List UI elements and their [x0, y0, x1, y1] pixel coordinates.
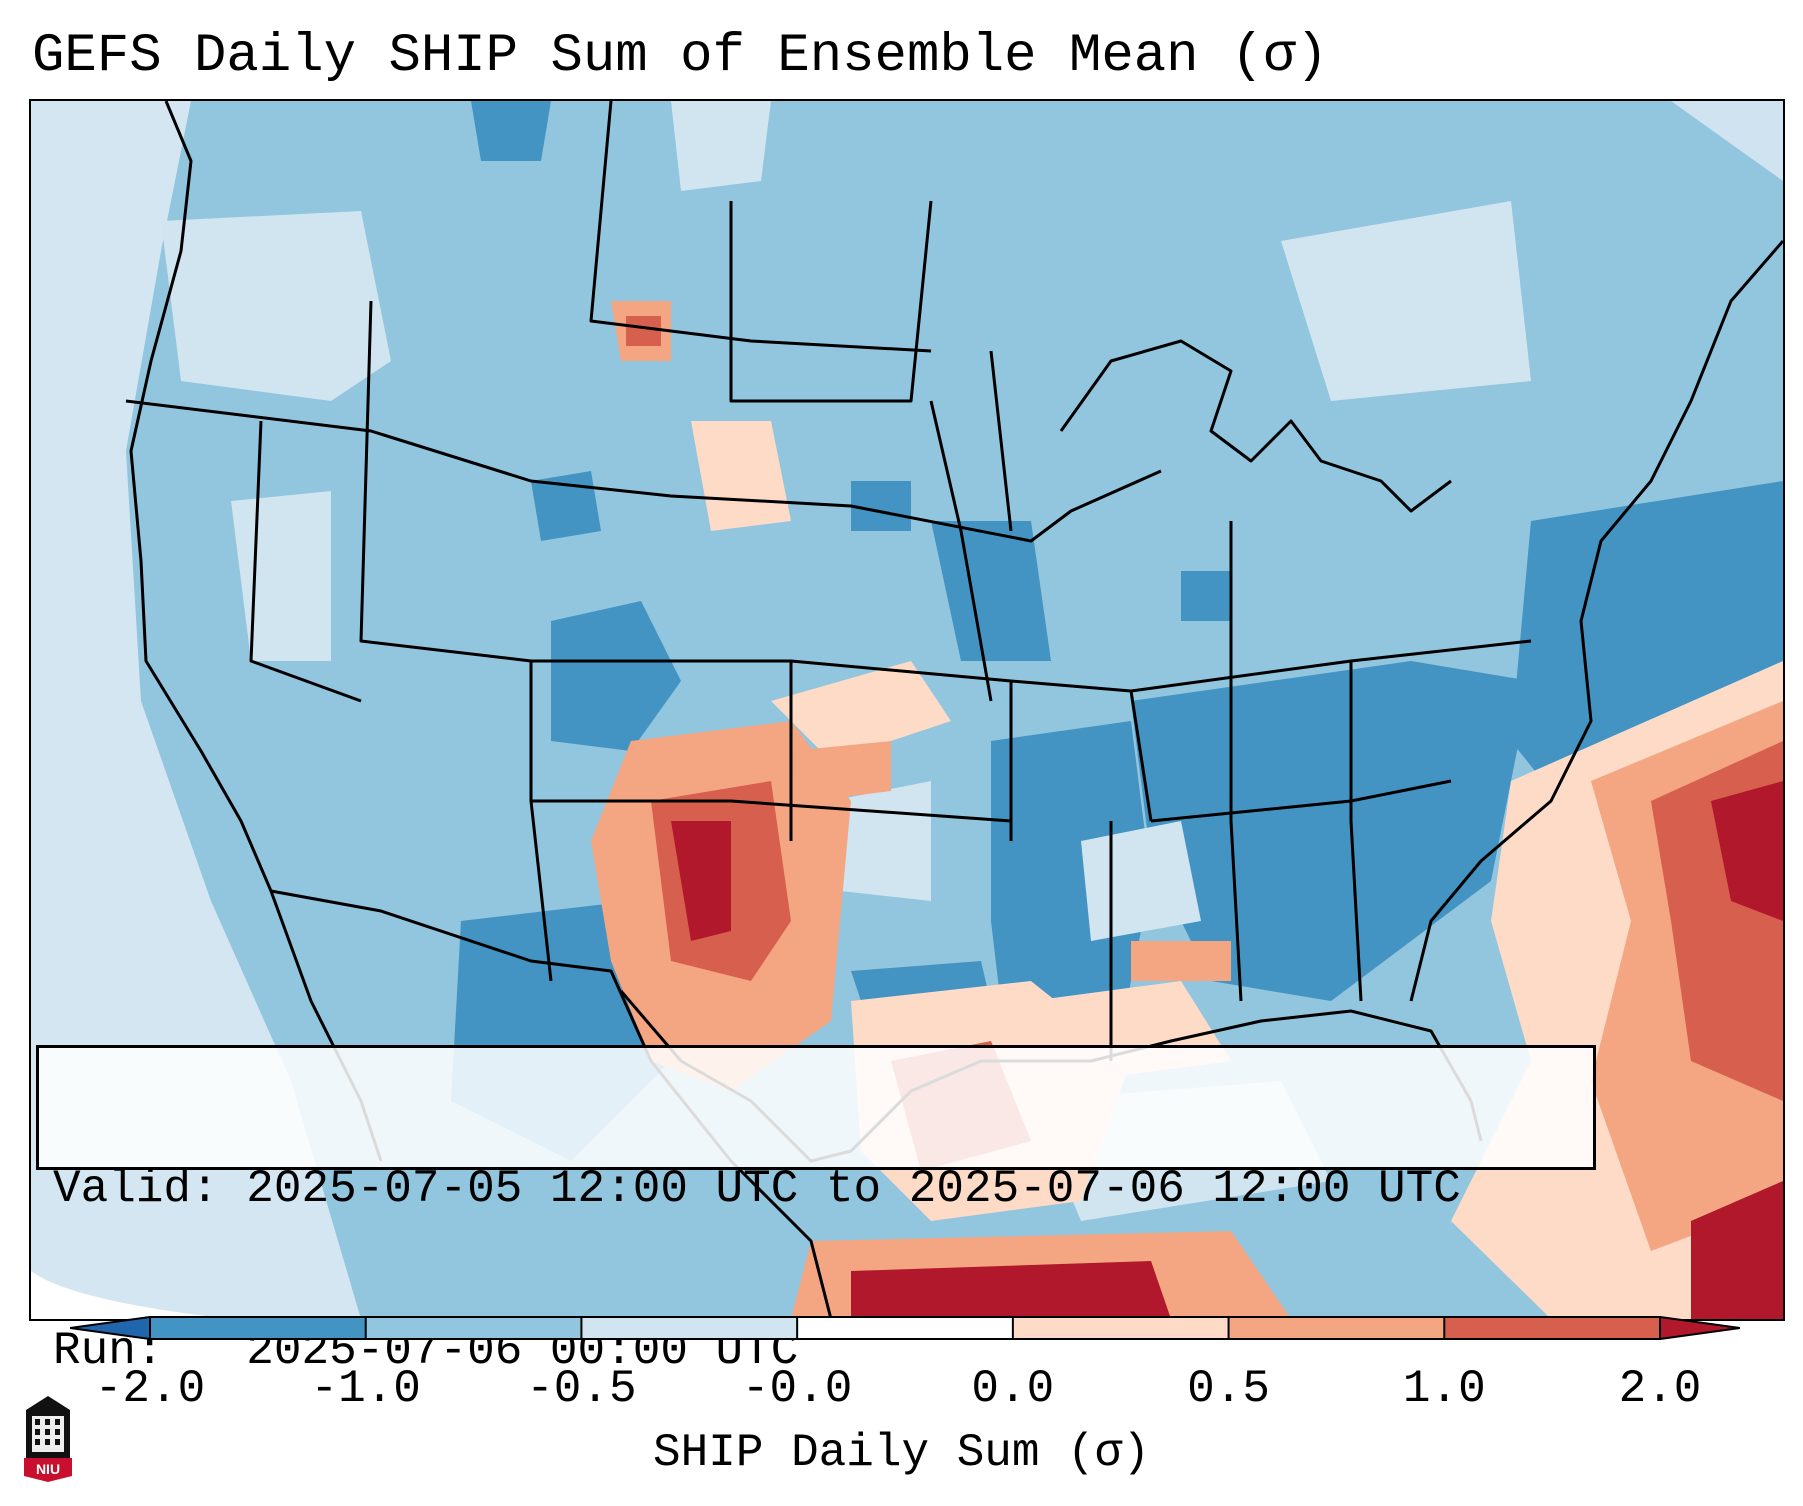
logo-text: NIU — [36, 1461, 60, 1477]
colorbar-tick-label: 1.0 — [1402, 1363, 1486, 1415]
chart-title: GEFS Daily SHIP Sum of Ensemble Mean (σ) — [32, 26, 1329, 87]
colorbar-segment — [1444, 1317, 1661, 1339]
university-building-icon — [24, 1396, 72, 1482]
atlantic-coast-line — [1409, 240, 1783, 1002]
colorbar-tick-label: 0.5 — [1187, 1363, 1270, 1415]
colorbar-tick-label: -1.0 — [310, 1363, 421, 1415]
colorbar-segment — [581, 1317, 798, 1339]
valid-label: Valid: — [53, 1163, 219, 1215]
colorbar-segment — [1012, 1317, 1230, 1339]
colorbar-label: SHIP Daily Sum (σ) — [653, 1427, 1150, 1479]
valid-value: 2025-07-05 12:00 UTC to 2025-07-06 12:00… — [246, 1163, 1461, 1215]
valid-run-info-box: Valid: 2025-07-05 12:00 UTC to 2025-07-0… — [36, 1045, 1596, 1377]
colorbar-tick-label: -2.0 — [94, 1363, 206, 1415]
colorbar-under-outline — [70, 1316, 151, 1340]
canada-border-line — [125, 399, 1162, 543]
state-line-3 — [531, 799, 1012, 823]
colorbar-segment — [1228, 1317, 1445, 1339]
west-coast-line — [129, 101, 383, 1162]
state-line-10 — [249, 420, 362, 703]
colorbar-segments — [150, 1317, 1661, 1339]
niu-logo: NIU — [24, 1396, 72, 1482]
colorbar-over-triangle — [1660, 1317, 1740, 1339]
colorbar-segment — [150, 1317, 367, 1339]
state-line-15 — [989, 350, 1013, 532]
state-line-11 — [1229, 521, 1243, 1002]
boundaries — [125, 101, 1783, 1319]
state-line-12 — [1349, 661, 1363, 1002]
great-lakes-line — [1059, 339, 1452, 513]
colorbar-tick-label: -0.0 — [741, 1363, 853, 1415]
state-line-14 — [589, 101, 932, 353]
projection-edge — [31, 1271, 231, 1319]
valid-line: Valid: 2025-07-05 12:00 UTC to 2025-07-0… — [53, 1162, 1579, 1216]
colorbar-segment — [365, 1317, 582, 1339]
pacific-region — [31, 101, 361, 1319]
state-line-9 — [929, 400, 993, 702]
colorbar-over-outline — [1659, 1316, 1740, 1340]
state-line-8 — [729, 200, 933, 403]
colorbar-tick-label: 0.0 — [971, 1363, 1055, 1415]
colorbar-tick-label: 2.0 — [1618, 1363, 1702, 1415]
colorbar-ticks — [149, 1317, 1661, 1339]
colorbar-under-triangle — [70, 1317, 150, 1339]
colorbar — [70, 1316, 1740, 1340]
mexico-border-line — [270, 889, 833, 1319]
colorbar-tick-label: -0.5 — [526, 1363, 637, 1415]
colorbar-segment — [797, 1317, 1014, 1339]
